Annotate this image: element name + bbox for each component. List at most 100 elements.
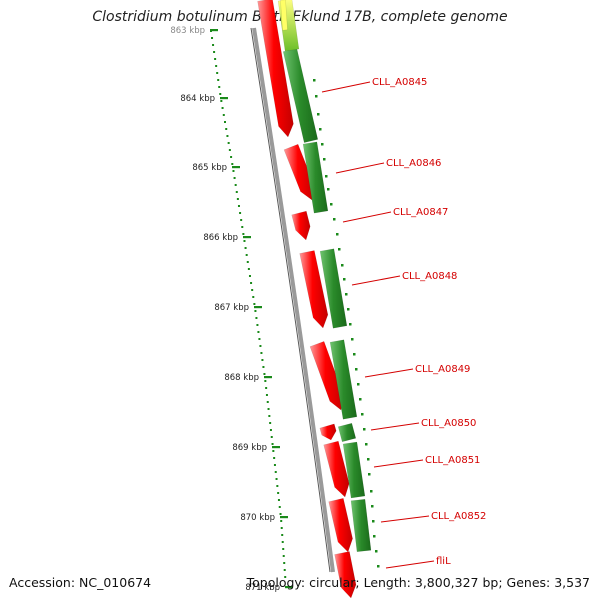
scale-dot xyxy=(252,296,255,298)
orf-tick xyxy=(343,278,346,281)
cds-arrow xyxy=(323,440,350,498)
scale-dot xyxy=(258,338,261,340)
scale-dot xyxy=(235,191,238,193)
scale-dot xyxy=(244,247,247,249)
orf-bar xyxy=(337,422,357,443)
scale-major-tick xyxy=(264,376,272,379)
orf-tick xyxy=(327,188,330,191)
scale-dot xyxy=(282,548,285,550)
gene-label: CLL_A0849 xyxy=(415,364,470,375)
scale-dot xyxy=(257,331,260,333)
gene-leader-line xyxy=(364,368,414,378)
orf-ticks xyxy=(313,79,380,568)
scale-dot xyxy=(282,555,285,557)
gene-label: CLL_A0847 xyxy=(393,207,448,218)
scale-dot xyxy=(211,37,214,39)
orf-bar xyxy=(329,339,358,420)
scale-dot xyxy=(221,107,224,109)
cds-arrow xyxy=(299,250,329,329)
scale-dot xyxy=(268,415,271,417)
cds-arrow xyxy=(319,423,337,441)
scale-dot xyxy=(269,429,272,431)
scale-dot xyxy=(273,464,276,466)
scale-dot xyxy=(240,219,243,221)
scale-dot xyxy=(283,569,286,571)
scale-major-tick xyxy=(243,236,251,239)
scale-dot xyxy=(251,289,254,291)
gene-label: CLL_A0845 xyxy=(372,77,427,88)
scale-dot xyxy=(226,135,229,137)
orf-tick xyxy=(361,413,364,416)
scale-labels: 863 kbp 864 kbp 865 kbp 866 kbp 867 kbp 868 k… xyxy=(170,26,280,593)
scale-label: 871 kbp xyxy=(245,583,280,593)
orf-tick xyxy=(370,490,373,493)
scale-dot xyxy=(274,471,277,473)
orf-tick xyxy=(313,79,316,82)
scale-dot xyxy=(281,534,284,536)
scale-dot xyxy=(215,65,218,67)
gene-leader-line xyxy=(342,211,392,223)
scale-dot xyxy=(219,93,222,95)
scale-label: 865 kbp xyxy=(192,163,227,173)
scale-major-tick xyxy=(210,29,218,32)
scale-label: 863 kbp xyxy=(170,26,205,36)
scale-dot xyxy=(245,254,248,256)
scale-dot xyxy=(259,345,262,347)
scale-dot xyxy=(262,366,265,368)
orf-tick xyxy=(351,338,354,341)
scale-label: 864 kbp xyxy=(180,94,215,104)
orf-tick xyxy=(341,264,344,267)
orf-tick xyxy=(338,248,341,251)
scale-dot xyxy=(260,352,263,354)
orf-tick xyxy=(353,353,356,356)
scale-label: 869 kbp xyxy=(232,443,267,453)
scale-dot xyxy=(271,443,274,445)
scale-dot xyxy=(214,58,217,60)
scale-dot xyxy=(264,380,267,382)
scale-major-tick xyxy=(254,306,262,309)
scale-dot xyxy=(239,212,242,214)
scale-dot xyxy=(250,282,253,284)
gene-leader-line xyxy=(370,422,420,431)
gene-leader-line xyxy=(351,275,401,286)
genome-summary-text: Topology: circular; Length: 3,800,327 bp… xyxy=(246,575,590,590)
scale-dot xyxy=(253,303,256,305)
scale-dot xyxy=(263,373,266,375)
gene-label: CLL_A0848 xyxy=(402,271,457,282)
scale-dot xyxy=(283,562,286,564)
genome-backbone-shadow xyxy=(250,27,331,573)
scale-dot xyxy=(261,359,264,361)
scale-dot xyxy=(277,492,280,494)
scale-major-tick xyxy=(285,586,293,589)
scale-dot xyxy=(227,142,230,144)
cds-arrow xyxy=(257,0,294,138)
scale-label: 870 kbp xyxy=(240,513,275,523)
orf-tick xyxy=(363,428,366,431)
scale-ticks xyxy=(210,29,293,589)
scale-dot xyxy=(222,114,225,116)
scale-dot xyxy=(269,422,272,424)
orf-tick xyxy=(365,443,368,446)
orf-tick xyxy=(377,565,380,568)
scale-dot xyxy=(254,310,257,312)
scale-dot xyxy=(224,121,226,123)
orf-tick xyxy=(347,308,350,311)
scale-dot xyxy=(243,240,246,242)
scale-major-tick xyxy=(272,446,280,449)
orf-tick xyxy=(321,143,324,146)
scale-dot xyxy=(281,541,284,543)
accession-text: Accession: NC_010674 xyxy=(9,575,152,590)
gene-leader-line xyxy=(385,560,435,569)
scale-label: 868 kbp xyxy=(224,373,259,383)
gene-label: CLL_A0851 xyxy=(425,455,480,466)
scale-dot xyxy=(225,128,228,130)
scale-dot xyxy=(275,478,278,480)
scale-major-tick xyxy=(232,166,240,169)
scale-dot xyxy=(233,177,236,179)
gene-label: CLL_A0846 xyxy=(386,158,441,169)
scale-dot xyxy=(278,506,281,508)
orf-bar xyxy=(319,248,348,329)
scale-dot xyxy=(217,79,220,81)
scale-dot xyxy=(230,156,233,158)
